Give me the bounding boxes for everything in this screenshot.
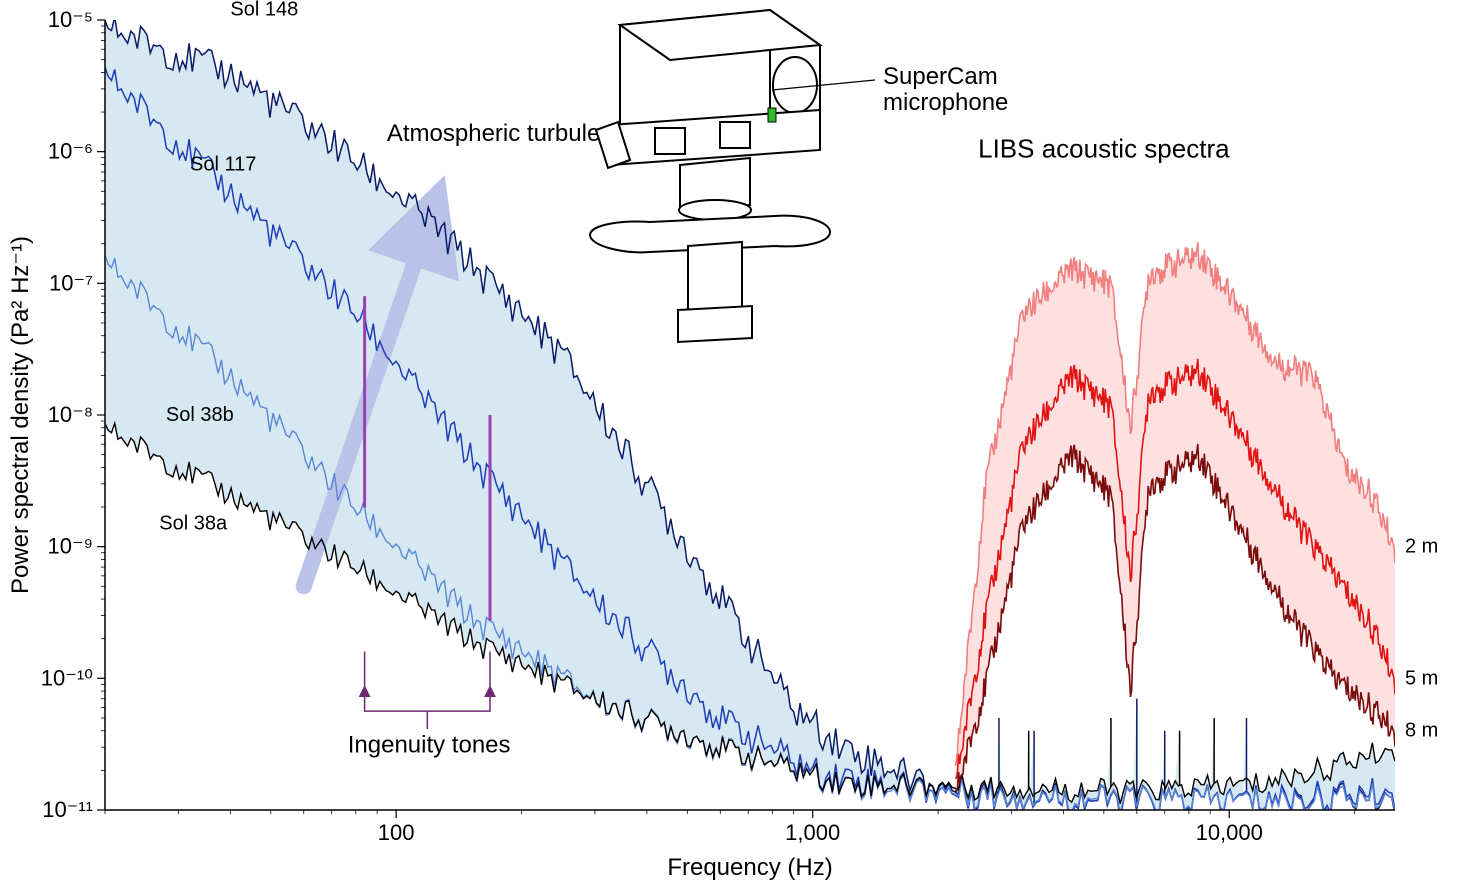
chart-svg: 10⁻¹¹ 10⁻¹⁰ 10⁻⁹ 10⁻⁸ 10⁻⁷ 10⁻⁶ 10⁻⁵ 100 1,000 10… <box>0 0 1463 896</box>
label-libs5m: 5 m <box>1405 667 1438 689</box>
label-sol38a: Sol 38a <box>159 512 228 534</box>
y-tick-label: 10⁻¹⁰ <box>41 665 93 690</box>
label-sol148: Sol 148 <box>230 0 298 21</box>
supercam-label-2: microphone <box>883 89 1008 116</box>
ingenuity-label: Ingenuity tones <box>348 732 511 759</box>
x-tick-label: 10,000 <box>1196 820 1263 845</box>
label-libs8m: 8 m <box>1405 720 1438 742</box>
y-tick-label: 10⁻⁸ <box>48 402 93 427</box>
y-tick-label: 10⁻⁵ <box>48 7 93 32</box>
label-sol117: Sol 117 <box>190 153 256 175</box>
libs-title: LIBS acoustic spectra <box>978 134 1230 164</box>
x-axis-label: Frequency (Hz) <box>667 854 832 881</box>
y-tick-label: 10⁻¹¹ <box>42 797 93 822</box>
y-tick-label: 10⁻⁷ <box>49 270 93 295</box>
y-tick-label: 10⁻⁶ <box>48 139 93 164</box>
x-tick-label: 100 <box>378 820 415 845</box>
x-tick-label: 1,000 <box>785 820 840 845</box>
y-axis-label: Power spectral density (Pa² Hz⁻¹) <box>7 236 34 594</box>
y-tick-label: 10⁻⁹ <box>47 534 93 559</box>
label-sol38b: Sol 38b <box>166 404 234 426</box>
psd-chart: 10⁻¹¹ 10⁻¹⁰ 10⁻⁹ 10⁻⁸ 10⁻⁷ 10⁻⁶ 10⁻⁵ 100 1,000 10… <box>0 0 1463 896</box>
supercam-label-1: SuperCam <box>883 63 998 90</box>
label-libs2m: 2 m <box>1405 536 1438 558</box>
